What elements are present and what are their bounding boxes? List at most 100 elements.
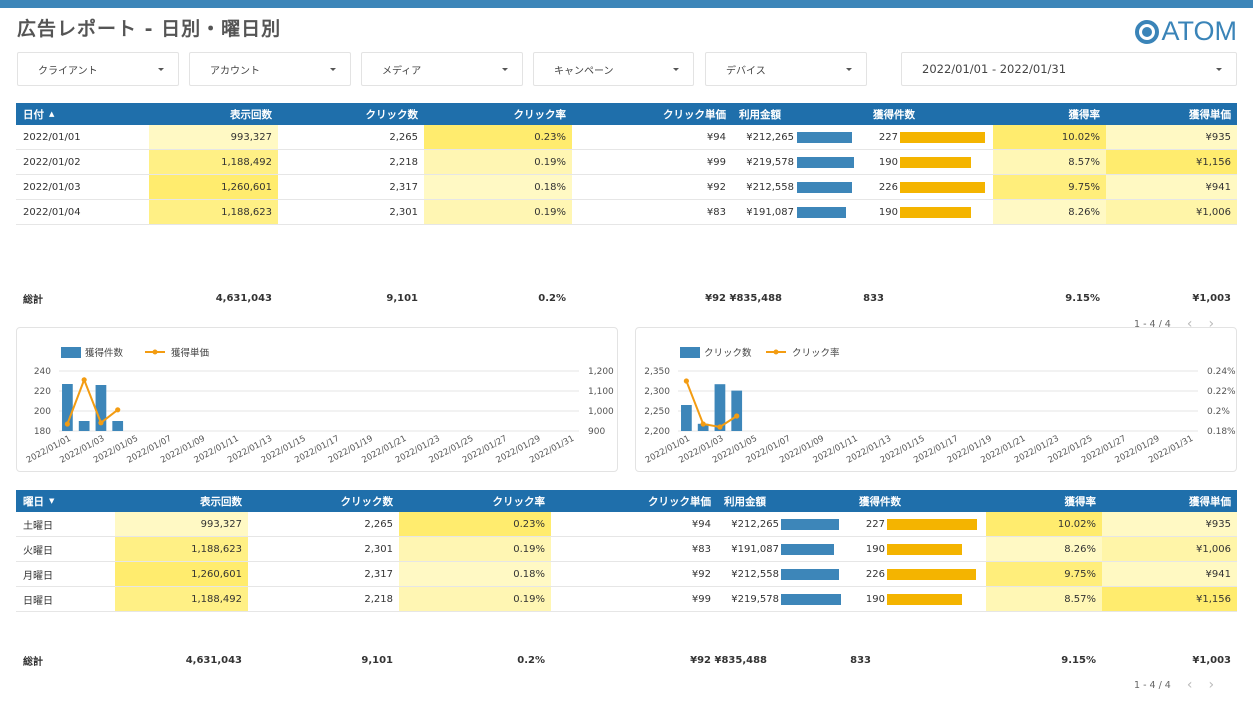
column-header-cost[interactable]: 利用金額 [732, 103, 812, 125]
column-header-ctr[interactable]: クリック率 [399, 490, 551, 512]
weekday-table: 曜日 ▼ 表示回数 クリック数 クリック率 クリック単価 利用金額 獲得件数 獲得率 獲得単価土曜… [16, 490, 1237, 668]
table-row[interactable]: 2022/01/02 1,188,492 2,218 0.19% ¥99 ¥219,578… [16, 150, 1237, 175]
total-ctr: 0.2% [538, 292, 566, 304]
bar[interactable] [95, 385, 107, 431]
y-left-tick: 2,300 [644, 387, 670, 397]
bar[interactable] [62, 384, 73, 431]
filter-media[interactable]: メディア [361, 52, 523, 86]
column-header-cvr[interactable]: 獲得率 [993, 103, 1106, 125]
cell-cpa: ¥941 [1102, 562, 1237, 586]
total-ctr: 0.2% [517, 654, 545, 666]
line-point[interactable] [734, 413, 740, 419]
table-row[interactable]: 土曜日 993,327 2,265 0.23% ¥94 ¥212,265 227 10.02%… [16, 512, 1237, 537]
pager-range: 1 - 4 / 4 [1134, 679, 1171, 691]
line-point[interactable] [717, 424, 723, 430]
row-key: 2022/01/02 [23, 156, 81, 168]
column-header-cpc[interactable]: クリック単価 [551, 490, 717, 512]
table-total-row: 総計 4,631,043 9,101 0.2% ¥92 ¥835,488 833 9.15% ¥… [16, 288, 1237, 308]
conversion-bar [887, 569, 976, 580]
date-range-value: 2022/01/01 - 2022/01/31 [922, 62, 1067, 76]
conversion-bar [887, 594, 962, 605]
total-conversions: 833 [850, 654, 871, 666]
table-header: 日付 ▲ 表示回数 クリック数 クリック率 クリック単価 利用金額 獲得件数 獲得率 獲得単価 [16, 103, 1237, 125]
chevron-down-icon [673, 67, 679, 71]
column-header-cpa[interactable]: 獲得単価 [1102, 490, 1237, 512]
table-row[interactable]: 2022/01/04 1,188,623 2,301 0.19% ¥83 ¥191,087… [16, 200, 1237, 225]
filter-campaign[interactable]: キャンペーン [533, 52, 694, 86]
bar[interactable] [78, 421, 90, 431]
column-header-cvr[interactable]: 獲得率 [986, 490, 1102, 512]
total-cost: ¥835,488 [729, 292, 782, 304]
chevron-down-icon [158, 67, 164, 71]
table-row[interactable]: 2022/01/03 1,260,601 2,317 0.18% ¥92 ¥212,558… [16, 175, 1237, 200]
cost-bar [797, 207, 846, 218]
cell-clicks: 2,301 [364, 543, 393, 555]
filter-account[interactable]: アカウント [189, 52, 351, 86]
cost-bar [781, 519, 839, 530]
next-page-icon[interactable]: › [1208, 677, 1215, 693]
column-header-clicks[interactable]: クリック数 [278, 103, 424, 125]
cell-impressions: 993,327 [115, 512, 248, 536]
chart-clicks: クリック数 クリック率 2,200 2,250 2,300 2,350 0.18% 0.2% 0… [635, 327, 1237, 472]
cost-bar [797, 182, 852, 193]
bar[interactable] [731, 390, 743, 431]
column-header-conversions[interactable]: 獲得件数 [852, 490, 932, 512]
cell-cpa: ¥941 [1106, 175, 1237, 199]
line-point[interactable] [81, 377, 87, 383]
bar[interactable] [112, 421, 124, 431]
table-row[interactable]: 火曜日 1,188,623 2,301 0.19% ¥83 ¥191,087 190 8.26… [16, 537, 1237, 562]
table-row[interactable]: 日曜日 1,188,492 2,218 0.19% ¥99 ¥219,578 190 8.57… [16, 587, 1237, 612]
cell-impressions: 993,327 [149, 125, 278, 149]
line-point[interactable] [683, 378, 689, 384]
line-point[interactable] [700, 421, 706, 427]
line-point[interactable] [64, 421, 70, 427]
page-title: 広告レポート - 日別・曜日別 [17, 18, 282, 40]
cell-cost: ¥212,558 [731, 568, 779, 580]
y-right-tick: 0.18% [1207, 427, 1236, 437]
cell-clicks: 2,218 [364, 593, 393, 605]
filter-label: キャンペーン [554, 65, 614, 77]
line-point[interactable] [115, 407, 121, 413]
y-left-tick: 2,350 [644, 367, 670, 377]
prev-page-icon[interactable]: ‹ [1186, 677, 1193, 693]
cell-cvr: 8.57% [993, 150, 1106, 174]
cost-bar [781, 544, 834, 555]
column-header-label: 日付 [23, 108, 44, 121]
column-header-impressions[interactable]: 表示回数 [115, 490, 248, 512]
column-header-label: 獲得単価 [1189, 495, 1231, 508]
cell-ctr: 0.19% [399, 587, 551, 611]
prev-page-icon[interactable]: ‹ [1186, 316, 1193, 332]
column-header-clicks[interactable]: クリック数 [248, 490, 399, 512]
bar[interactable] [714, 384, 726, 431]
column-header-key[interactable]: 日付 ▲ [16, 103, 149, 125]
column-header-cpc[interactable]: クリック単価 [572, 103, 732, 125]
brand-logo: ATOM [1135, 16, 1237, 47]
conversion-bar [887, 519, 977, 530]
row-key: 土曜日 [23, 520, 53, 532]
bar[interactable] [697, 423, 709, 431]
bar[interactable] [681, 405, 692, 431]
cell-ctr: 0.23% [399, 512, 551, 536]
cell-cpc: ¥94 [706, 131, 726, 143]
column-header-cost[interactable]: 利用金額 [717, 490, 797, 512]
cell-cpc: ¥83 [706, 206, 726, 218]
next-page-icon[interactable]: › [1208, 316, 1215, 332]
cell-cpc: ¥92 [691, 568, 711, 580]
column-header-cpa[interactable]: 獲得単価 [1106, 103, 1237, 125]
filter-label: アカウント [210, 65, 260, 77]
column-header-key[interactable]: 曜日 ▼ [16, 490, 115, 512]
table-row[interactable]: 月曜日 1,260,601 2,317 0.18% ¥92 ¥212,558 226 9.75… [16, 562, 1237, 587]
column-header-label: クリック単価 [663, 108, 726, 121]
line-point[interactable] [98, 420, 104, 426]
date-range-picker[interactable]: 2022/01/01 - 2022/01/31 [901, 52, 1237, 86]
total-conversions: 833 [863, 292, 884, 304]
column-header-conversions[interactable]: 獲得件数 [866, 103, 946, 125]
column-header-impressions[interactable]: 表示回数 [149, 103, 278, 125]
filter-device[interactable]: デバイス [705, 52, 867, 86]
column-header-ctr[interactable]: クリック率 [424, 103, 572, 125]
cell-conversions: 190 [878, 206, 898, 218]
chart-legend: クリック数 クリック率 [680, 347, 840, 359]
cell-conversions: 226 [865, 568, 885, 580]
table-row[interactable]: 2022/01/01 993,327 2,265 0.23% ¥94 ¥212,265 22… [16, 125, 1237, 150]
filter-client[interactable]: クライアント [17, 52, 179, 86]
